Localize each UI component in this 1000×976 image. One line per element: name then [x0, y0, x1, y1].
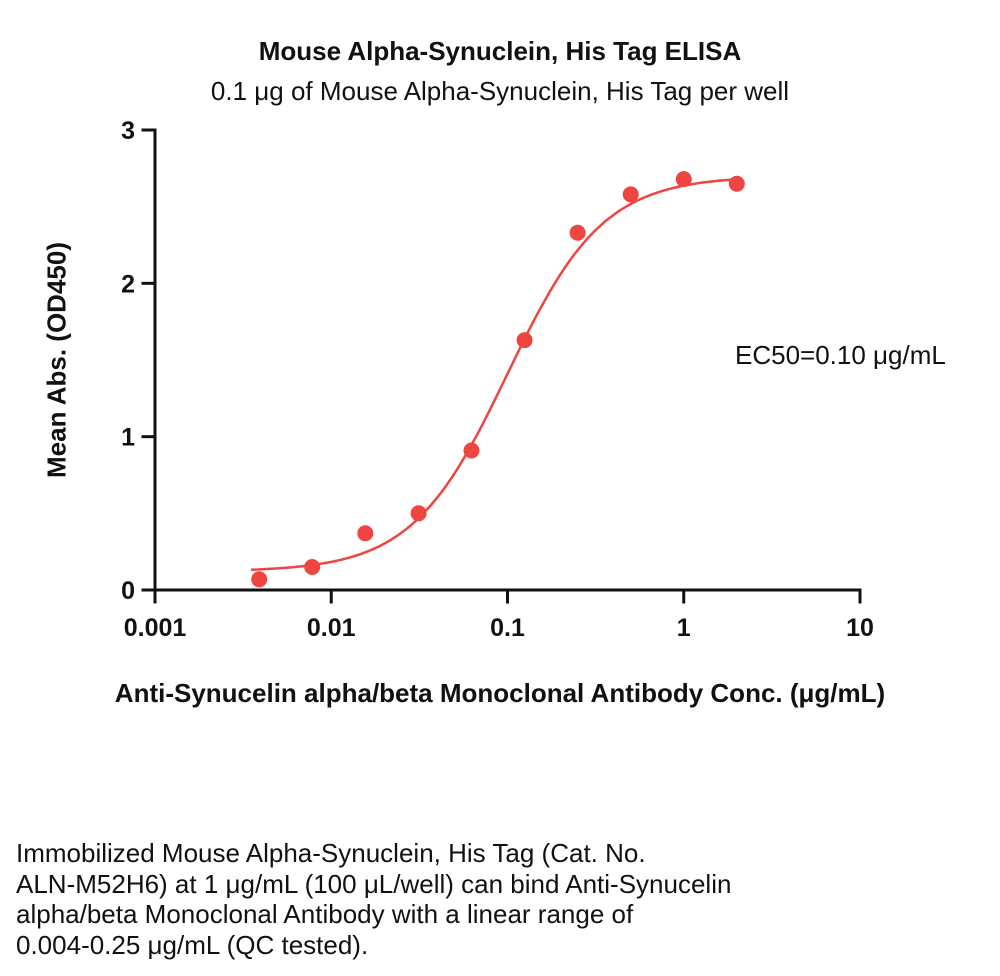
x-tick-label: 0.01: [307, 614, 356, 642]
elisa-chart: 0.001 0.01 0.1 1 10 0 1 2 3: [121, 117, 874, 642]
chart-subtitle: 0.1 μg of Mouse Alpha-Synuclein, His Tag…: [210, 76, 790, 106]
x-tick-label: 1: [677, 614, 691, 642]
data-point: [410, 505, 427, 522]
data-point: [251, 571, 268, 588]
chart-title: Mouse Alpha-Synuclein, His Tag ELISA: [258, 36, 742, 66]
data-point: [622, 186, 639, 203]
y-tick-label: 1: [121, 424, 135, 452]
y-tick-label: 3: [121, 117, 135, 145]
data-point: [569, 224, 586, 241]
data-point: [728, 175, 745, 192]
x-tick-label: 0.1: [490, 614, 525, 642]
data-point: [675, 171, 692, 188]
x-axis-label: Anti-Synucelin alpha/beta Monoclonal Ant…: [114, 678, 886, 708]
data-point: [357, 525, 374, 542]
y-tick-label: 2: [121, 270, 135, 298]
ec50-annotation: EC50=0.10 μg/mL: [735, 340, 946, 370]
figure-caption: Immobilized Mouse Alpha-Synuclein, His T…: [16, 838, 732, 961]
x-tick-label: 0.001: [124, 614, 187, 642]
y-axis-label: Mean Abs. (OD450): [41, 242, 72, 478]
data-point: [516, 332, 533, 349]
y-tick-label: 0: [121, 577, 135, 605]
fit-curve: [250, 177, 743, 572]
data-point: [463, 442, 480, 459]
data-point: [304, 559, 321, 575]
x-tick-label: 10: [846, 614, 874, 642]
